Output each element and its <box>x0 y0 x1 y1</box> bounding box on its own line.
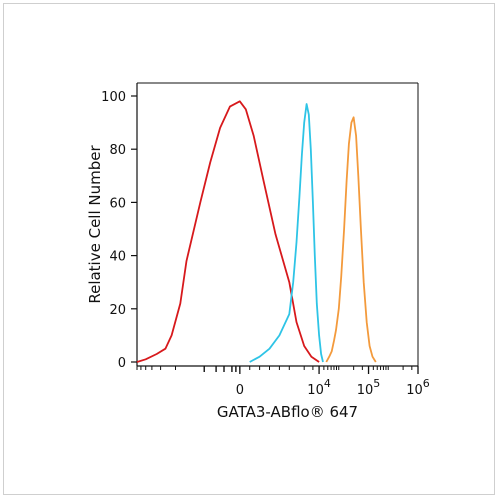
x-tick-label-base: 10 <box>406 383 423 398</box>
x-axis-title: GATA3-ABflo® 647 <box>217 403 358 421</box>
x-tick-label-exponent: 5 <box>373 377 380 390</box>
figure-frame <box>3 3 495 495</box>
x-tick-label-base: 0 <box>236 383 244 398</box>
x-tick-label: 105 <box>357 377 381 398</box>
x-tick-label-exponent: 6 <box>423 377 430 390</box>
y-tick-label: 0 <box>118 356 126 371</box>
histogram-series-2 <box>249 103 324 363</box>
x-tick-label: 104 <box>307 377 331 398</box>
y-tick-label: 80 <box>109 143 126 158</box>
x-tick-label: 106 <box>406 377 430 398</box>
x-tick-label-base: 10 <box>307 383 324 398</box>
x-tick-label-base: 10 <box>357 383 374 398</box>
histogram-series-3 <box>325 116 377 363</box>
y-tick-label: 60 <box>109 196 126 211</box>
y-tick-label: 40 <box>109 250 126 265</box>
histogram-series-1 <box>136 100 320 363</box>
y-axis-title: Relative Cell Number <box>86 145 104 304</box>
x-tick-label: 0 <box>236 383 244 398</box>
x-tick-label-exponent: 4 <box>324 377 331 390</box>
y-tick-label: 20 <box>109 303 126 318</box>
y-tick-label: 100 <box>101 90 126 105</box>
